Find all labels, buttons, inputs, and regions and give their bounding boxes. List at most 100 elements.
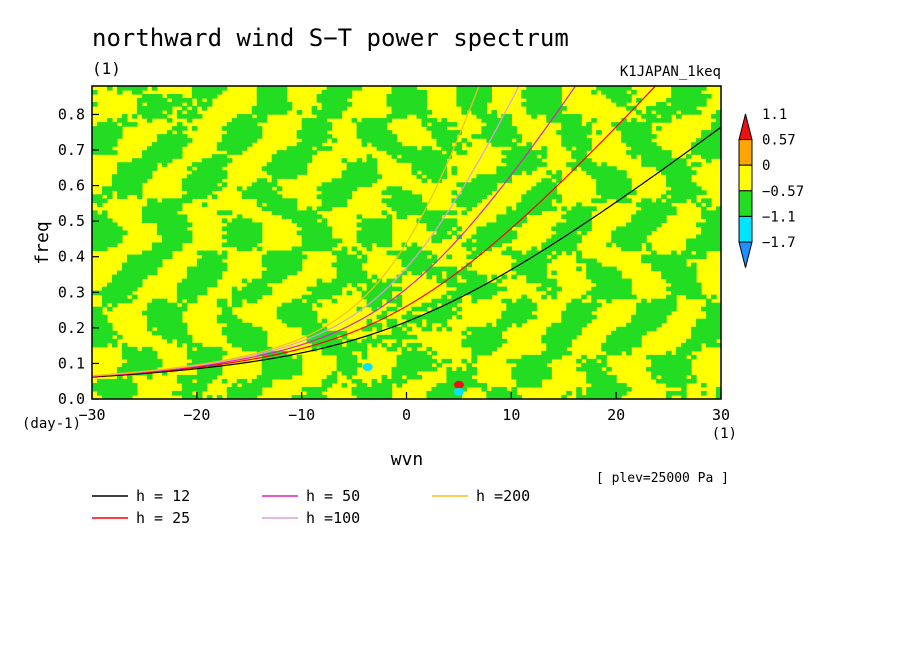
field-cell — [401, 314, 408, 320]
field-cell — [481, 98, 487, 103]
field-cell — [641, 138, 647, 143]
field-cell — [366, 158, 373, 163]
field-cell — [611, 334, 617, 340]
field-cell — [456, 374, 463, 380]
field-cell — [206, 266, 213, 272]
field-cell — [621, 198, 627, 203]
field-cell — [651, 306, 657, 312]
field-cell — [176, 94, 183, 99]
field-cell — [711, 302, 717, 308]
field-cell — [691, 102, 697, 107]
field-cell — [291, 198, 298, 203]
field-cell — [401, 242, 408, 248]
field-cell — [426, 390, 433, 396]
field-cell — [171, 234, 178, 240]
field-cell — [191, 266, 198, 272]
field-cell — [706, 230, 712, 236]
field-cell — [226, 126, 233, 131]
plot-area — [92, 86, 721, 399]
field-cell — [231, 142, 238, 147]
field-cell — [511, 370, 517, 376]
field-cell — [596, 354, 602, 360]
field-cell — [476, 338, 482, 344]
field-cell — [296, 162, 303, 167]
field-cell — [351, 346, 358, 352]
field-cell — [611, 278, 617, 284]
field-cell — [92, 230, 98, 236]
field-cell — [256, 326, 263, 332]
field-cell — [441, 226, 448, 232]
field-cell — [146, 326, 153, 332]
field-cell — [216, 258, 223, 264]
field-cell — [92, 326, 98, 332]
field-cell — [156, 250, 163, 256]
field-cell — [306, 242, 313, 248]
field-cell — [506, 162, 512, 167]
field-cell — [541, 242, 547, 248]
field-cell — [451, 122, 458, 127]
field-cell — [126, 186, 133, 191]
field-cell — [401, 154, 408, 159]
field-cell — [301, 314, 308, 320]
field-cell — [636, 214, 642, 220]
field-cell — [101, 218, 108, 224]
field-cell — [126, 254, 133, 260]
field-cell — [96, 338, 103, 344]
field-cell — [601, 370, 607, 376]
field-cell — [176, 310, 183, 316]
field-cell — [541, 206, 547, 211]
field-cell — [716, 218, 721, 224]
field-cell — [411, 146, 418, 151]
field-cell — [366, 238, 373, 244]
field-cell — [281, 302, 288, 308]
field-cell — [661, 314, 667, 320]
field-cell — [436, 390, 443, 396]
field-cell — [701, 210, 707, 216]
field-cell — [136, 350, 143, 356]
field-cell — [286, 202, 293, 207]
field-cell — [261, 254, 268, 260]
field-cell — [311, 122, 318, 127]
field-cell — [536, 366, 542, 372]
field-cell — [331, 190, 338, 195]
field-cell — [371, 166, 378, 171]
field-cell — [411, 102, 418, 107]
field-cell — [451, 282, 458, 288]
field-cell — [706, 146, 712, 151]
field-cell — [691, 374, 697, 380]
field-cell — [426, 150, 433, 155]
field-cell — [301, 310, 308, 316]
field-cell — [306, 234, 313, 240]
field-cell — [141, 266, 148, 272]
field-cell — [511, 230, 517, 236]
field-cell — [236, 330, 243, 336]
field-cell — [716, 230, 721, 236]
field-cell — [186, 98, 193, 103]
field-cell — [181, 290, 188, 296]
field-cell — [661, 298, 667, 304]
field-cell — [271, 278, 278, 284]
field-cell — [251, 130, 258, 135]
field-cell — [661, 118, 667, 123]
field-cell — [96, 390, 103, 396]
field-cell — [106, 234, 113, 240]
field-cell — [241, 138, 248, 143]
field-cell — [491, 118, 497, 123]
field-cell — [326, 126, 333, 131]
field-cell — [586, 158, 592, 163]
field-cell — [116, 166, 123, 171]
field-cell — [271, 102, 278, 107]
field-cell — [641, 126, 647, 131]
field-cell — [686, 242, 692, 248]
field-cell — [401, 330, 408, 336]
field-cell — [506, 234, 512, 240]
field-cell — [436, 230, 443, 236]
field-cell — [291, 150, 298, 155]
field-cell — [126, 182, 133, 187]
field-cell — [146, 98, 153, 103]
field-cell — [406, 246, 413, 252]
field-cell — [671, 98, 677, 103]
field-cell — [436, 130, 443, 135]
field-cell — [261, 382, 268, 388]
field-cell — [531, 270, 537, 276]
